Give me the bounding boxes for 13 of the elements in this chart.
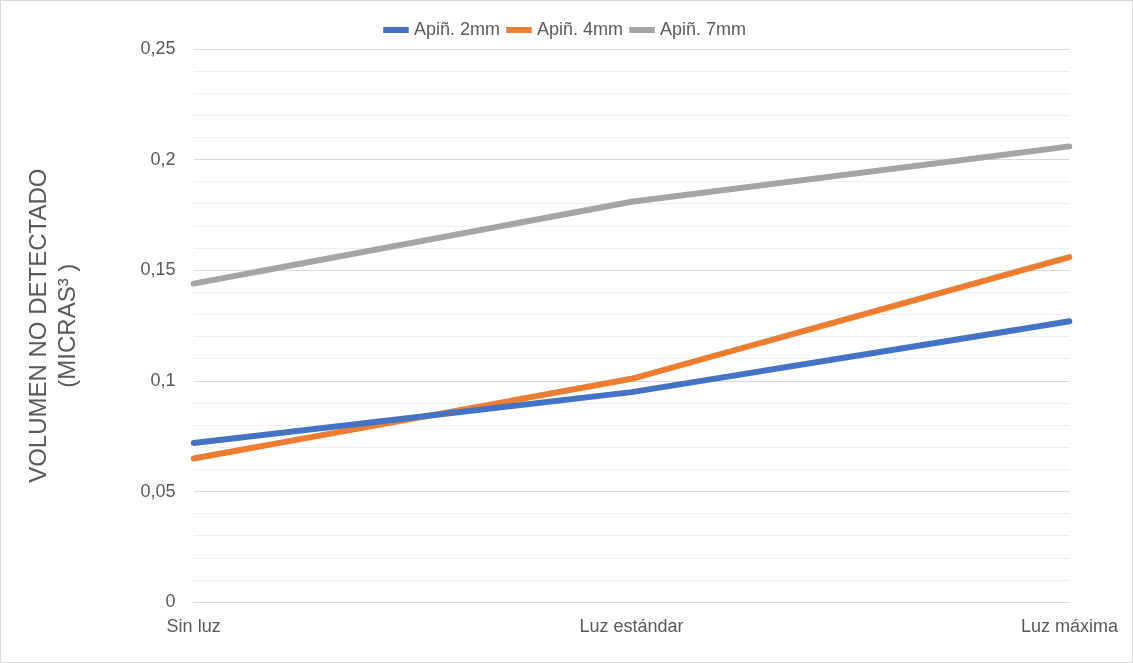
x-tick-label: Sin luz [166, 616, 221, 637]
y-tick-label: 0,2 [150, 148, 176, 169]
y-axis-title: VOLUMEN NO DETECTADO (MICRAS³ ) [24, 168, 80, 483]
y-tick-label: 0 [165, 591, 176, 612]
y-tick-label: 0,05 [140, 480, 176, 501]
y-tick-label: 0,1 [150, 370, 176, 391]
x-tick-label: Luz estándar [579, 616, 684, 637]
legend-label: Apiñ. 4mm [536, 18, 624, 39]
y-tick-label: 0,25 [140, 37, 176, 58]
x-tick-label: Luz máxima [1020, 616, 1119, 637]
legend-label: Apiñ. 7mm [660, 18, 747, 39]
legend-label: Apiñ. 2mm [413, 18, 500, 39]
y-tick-label: 0,15 [140, 259, 176, 280]
